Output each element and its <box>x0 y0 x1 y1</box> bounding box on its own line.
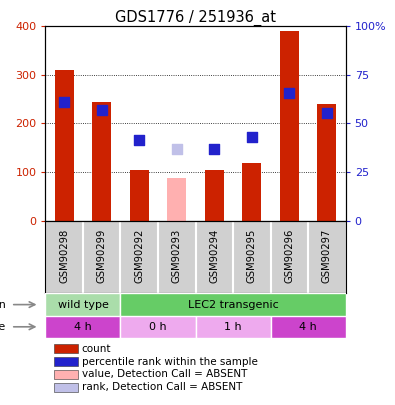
Point <box>136 137 143 144</box>
Bar <box>55 370 77 379</box>
Text: 4 h: 4 h <box>299 322 317 332</box>
Text: GSM90292: GSM90292 <box>134 228 144 283</box>
Bar <box>55 357 77 366</box>
Bar <box>55 344 77 353</box>
Point <box>173 145 180 152</box>
Bar <box>120 316 196 338</box>
Text: 4 h: 4 h <box>74 322 92 332</box>
Bar <box>45 316 120 338</box>
Bar <box>92 102 111 221</box>
Point <box>61 98 67 105</box>
Title: GDS1776 / 251936_at: GDS1776 / 251936_at <box>115 10 276 26</box>
Text: GSM90298: GSM90298 <box>59 228 69 283</box>
Text: 1 h: 1 h <box>224 322 242 332</box>
Text: time: time <box>0 322 6 332</box>
Text: 0 h: 0 h <box>149 322 167 332</box>
Point <box>286 90 292 97</box>
Point <box>99 107 105 113</box>
Text: LEC2 transgenic: LEC2 transgenic <box>188 300 278 309</box>
Bar <box>271 316 346 338</box>
Text: GSM90299: GSM90299 <box>97 228 107 283</box>
Point <box>211 145 217 152</box>
Point <box>249 133 255 140</box>
Text: strain: strain <box>0 300 6 309</box>
Bar <box>243 163 261 221</box>
Bar <box>120 294 346 316</box>
Bar <box>55 384 77 392</box>
Text: wild type: wild type <box>58 300 108 309</box>
Bar <box>205 170 224 221</box>
Text: rank, Detection Call = ABSENT: rank, Detection Call = ABSENT <box>82 382 242 392</box>
Text: percentile rank within the sample: percentile rank within the sample <box>82 356 258 367</box>
Text: GSM90293: GSM90293 <box>172 228 182 283</box>
Bar <box>318 104 336 221</box>
Point <box>324 110 330 116</box>
Text: count: count <box>82 343 111 354</box>
Text: value, Detection Call = ABSENT: value, Detection Call = ABSENT <box>82 369 247 379</box>
Text: GSM90296: GSM90296 <box>284 228 294 283</box>
Bar <box>167 178 186 221</box>
Bar <box>130 170 149 221</box>
Text: GSM90295: GSM90295 <box>247 228 257 283</box>
Bar <box>196 316 271 338</box>
Text: GSM90297: GSM90297 <box>322 228 332 283</box>
Bar <box>280 31 299 221</box>
Text: GSM90294: GSM90294 <box>209 228 219 283</box>
Bar <box>45 294 120 316</box>
Bar <box>55 70 73 221</box>
